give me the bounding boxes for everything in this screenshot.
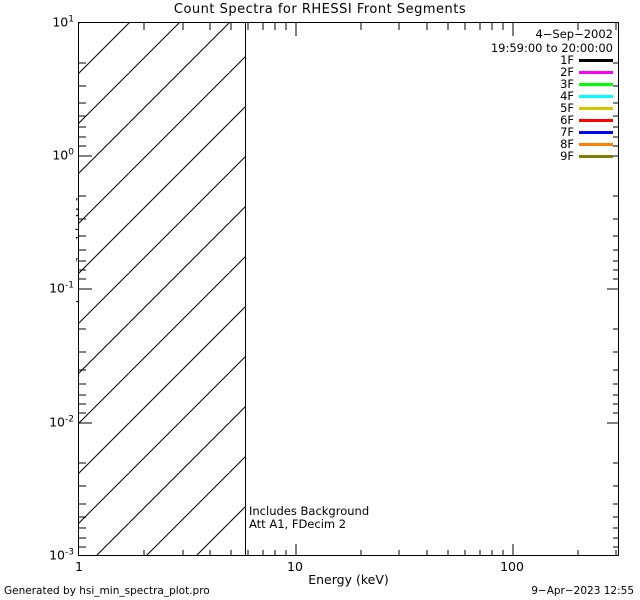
y-tick-mantissa: 10 (49, 547, 66, 563)
hatch-region-edge (245, 23, 246, 555)
legend-date: 4−Sep−2002 (535, 27, 613, 41)
x-tick-label: 100 (500, 559, 524, 574)
legend-item-5f[interactable]: 5F (493, 102, 613, 114)
legend-item-1f[interactable]: 1F (493, 54, 613, 66)
legend-item-9f[interactable]: 9F (493, 150, 613, 162)
plot-area: Includes Background Att A1, FDecim 2 (78, 22, 619, 556)
legend-color-swatch (579, 94, 613, 98)
axis-ticks (79, 23, 618, 555)
y-tick-exponent: -3 (65, 547, 74, 558)
legend-label: 6F (560, 112, 574, 127)
annotation-attenuator: Att A1, FDecim 2 (249, 517, 347, 531)
footer-generated-by: Generated by hsi_min_spectra_plot.pro (4, 585, 210, 597)
y-tick-mantissa: 10 (49, 414, 66, 430)
y-tick-label: 10-1 (49, 280, 74, 295)
legend-label: 4F (560, 88, 574, 103)
y-tick-mantissa: 10 (49, 280, 66, 296)
legend-item-3f[interactable]: 3F (493, 78, 613, 90)
x-tick-label: 1 (75, 559, 83, 574)
legend-label: 7F (560, 124, 574, 139)
y-tick-exponent: 1 (68, 14, 74, 25)
y-tick-exponent: 0 (68, 147, 74, 158)
y-tick-label: 10-3 (49, 547, 74, 562)
legend-item-4f[interactable]: 4F (493, 90, 613, 102)
legend-label: 9F (560, 148, 574, 163)
legend-color-swatch (579, 106, 613, 110)
legend-label: 5F (560, 100, 574, 115)
legend-time-range: 19:59:00 to 20:00:00 (490, 41, 613, 55)
y-tick-label: 101 (52, 14, 74, 29)
y-tick-exponent: -1 (65, 280, 74, 291)
x-tick-label: 10 (287, 559, 303, 574)
y-tick-mantissa: 10 (52, 14, 69, 30)
legend-item-6f[interactable]: 6F (493, 114, 613, 126)
legend-color-swatch (579, 130, 613, 134)
legend-label: 1F (560, 52, 574, 67)
legend-item-2f[interactable]: 2F (493, 66, 613, 78)
x-axis-label: Energy (keV) (308, 572, 389, 587)
legend-label: 8F (560, 136, 574, 151)
y-tick-exponent: -2 (65, 414, 74, 425)
page-title: Count Spectra for RHESSI Front Segments (173, 2, 467, 17)
legend-item-8f[interactable]: 8F (493, 138, 613, 150)
legend-color-swatch (579, 58, 613, 62)
y-tick-mantissa: 10 (52, 147, 69, 163)
legend-color-swatch (579, 142, 613, 146)
annotation-includes-background: Includes Background (249, 504, 370, 518)
legend-color-swatch (579, 82, 613, 86)
legend-color-swatch (579, 154, 613, 158)
y-tick-label: 10-2 (49, 414, 74, 429)
legend-label: 3F (560, 76, 574, 91)
legend-label: 2F (560, 64, 574, 79)
legend-item-7f[interactable]: 7F (493, 126, 613, 138)
legend-color-swatch (579, 118, 613, 122)
hatched-low-energy-region (79, 23, 246, 555)
footer-timestamp: 9−Apr−2023 12:55 (531, 585, 634, 597)
legend: 1F 2F 3F 4F 5F 6F 7F 8F (493, 54, 613, 162)
y-tick-label: 100 (52, 147, 74, 162)
legend-color-swatch (579, 70, 613, 74)
